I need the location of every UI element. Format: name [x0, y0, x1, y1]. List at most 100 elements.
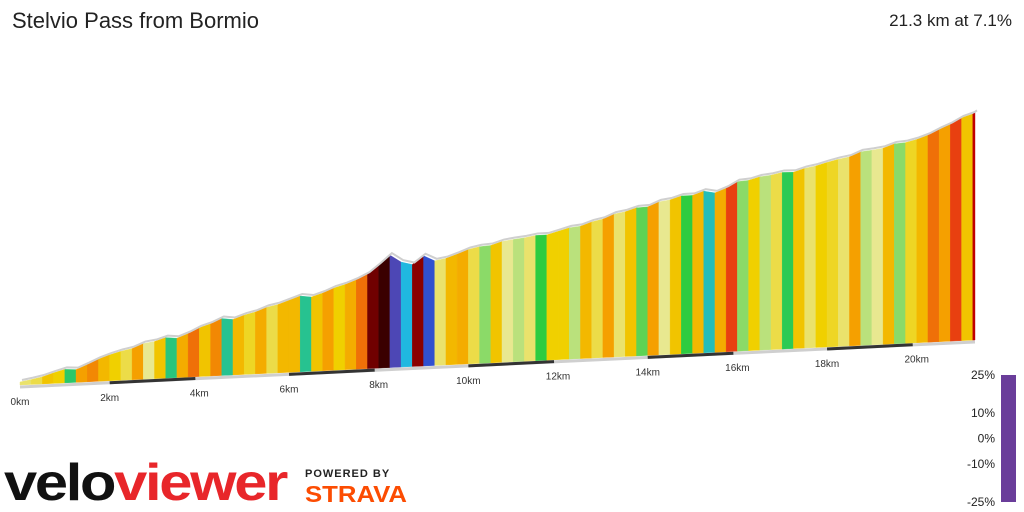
gradient-segment — [804, 165, 817, 349]
gradient-segment — [109, 351, 122, 381]
gradient-segment — [199, 323, 211, 377]
gradient-segment — [871, 147, 884, 346]
gradient-segment — [131, 343, 144, 380]
x-axis: 0km 2km 4km 6km 8km 10km 12km 14km 16km 18km 20km — [11, 340, 976, 408]
gradient-segment — [64, 369, 77, 384]
gradient-segment — [580, 221, 592, 359]
gradient-segment — [165, 337, 178, 379]
gradient-segment — [905, 139, 917, 344]
gradient-segment — [400, 261, 413, 368]
gradient-segment — [927, 129, 940, 343]
gradient-segment — [770, 172, 783, 350]
gradient-segment — [300, 295, 312, 373]
scale-label: 10% — [971, 406, 995, 420]
x-tick-label: 12km — [546, 372, 570, 383]
gradient-segment — [322, 287, 335, 371]
gradient-segment — [98, 354, 110, 382]
gradient-segment — [938, 124, 951, 342]
gradient-segment — [255, 307, 267, 375]
x-tick-label: 6km — [280, 384, 299, 395]
gradient-segment — [725, 181, 738, 352]
gradient-segment — [423, 255, 435, 367]
gradient-segment — [311, 292, 323, 372]
gradient-segment — [344, 279, 357, 370]
gradient-segment — [445, 253, 458, 366]
gradient-segment — [243, 311, 256, 375]
gradient-segment — [266, 304, 279, 374]
gradient-segment — [669, 195, 682, 355]
gradient-segment — [176, 333, 189, 378]
gradient-segment — [681, 195, 693, 355]
logo-velo: velo — [4, 454, 114, 512]
gradient-segment — [613, 211, 626, 358]
gradient-segment — [636, 206, 648, 357]
gradient-segment — [782, 172, 794, 350]
gradient-segment — [793, 168, 805, 349]
scale-label: 0% — [978, 432, 996, 446]
gradient-segment — [154, 337, 166, 379]
gradient-segment — [602, 213, 615, 358]
gradient-segment — [625, 207, 637, 357]
gradient-segment — [187, 327, 200, 378]
gradient-segment — [692, 190, 704, 354]
gradient-segment — [826, 159, 839, 348]
axis-band — [647, 351, 734, 359]
gradient-segment — [591, 218, 604, 359]
gradient-segment — [950, 117, 962, 342]
gradient-segment — [815, 162, 828, 348]
gradient-segment — [647, 201, 660, 356]
gradient-segment — [221, 318, 234, 376]
gradient-segment — [849, 151, 861, 347]
scale-label: 25% — [971, 368, 995, 382]
scale-label: -10% — [967, 457, 995, 471]
axis-band — [826, 343, 913, 351]
gradient-segment — [524, 235, 536, 362]
strava-logo: STRAVA — [305, 481, 407, 507]
gradient-segment — [333, 284, 346, 371]
x-tick-label: 2km — [100, 393, 119, 404]
gradient-segment — [143, 341, 155, 380]
gradient-segment — [961, 113, 973, 341]
gradient-segment — [434, 258, 447, 366]
scale-label: -25% — [967, 495, 995, 509]
gradient-segment — [535, 234, 548, 361]
color-scale: 25% 10% 0% -10% -25% — [967, 368, 1016, 509]
gradient-segment — [120, 348, 133, 381]
gradient-segment — [838, 156, 850, 347]
gradient-segment — [546, 231, 559, 361]
profile-edge — [21, 109, 978, 381]
gradient-segment — [714, 187, 727, 353]
gradient-segment — [468, 246, 480, 365]
gradient-segment — [356, 273, 368, 370]
gradient-segment — [737, 180, 749, 352]
gradient-segment — [210, 318, 222, 377]
gradient-segment — [412, 255, 424, 367]
gradient-segment — [658, 199, 671, 356]
gradient-segment — [882, 143, 895, 345]
gradient-segment — [490, 241, 503, 364]
gradient-segment — [916, 134, 929, 343]
x-tick-label: 14km — [635, 367, 659, 378]
x-tick-label: 10km — [456, 376, 480, 387]
gradient-segment — [894, 142, 906, 345]
gradient-segment — [232, 314, 245, 376]
axis-band — [109, 377, 196, 385]
gradient-segment — [367, 264, 379, 369]
gradient-segment — [703, 190, 716, 353]
gradient-segment — [479, 245, 491, 364]
gradient-segment — [759, 175, 772, 351]
gradient-segment — [389, 254, 402, 368]
gradient-segment — [378, 254, 391, 369]
logo: velo viewer — [4, 454, 288, 512]
axis-band — [288, 368, 375, 376]
profile — [19, 109, 978, 386]
gradient-segment — [972, 111, 976, 341]
gradient-segment — [456, 249, 469, 365]
x-tick-label: 20km — [904, 355, 928, 366]
gradient-segment — [512, 237, 525, 362]
chart-title: Stelvio Pass from Bormio — [12, 8, 259, 33]
gradient-segment — [19, 379, 32, 386]
gradient-segment — [288, 295, 301, 373]
x-tick-label: 18km — [815, 359, 839, 370]
